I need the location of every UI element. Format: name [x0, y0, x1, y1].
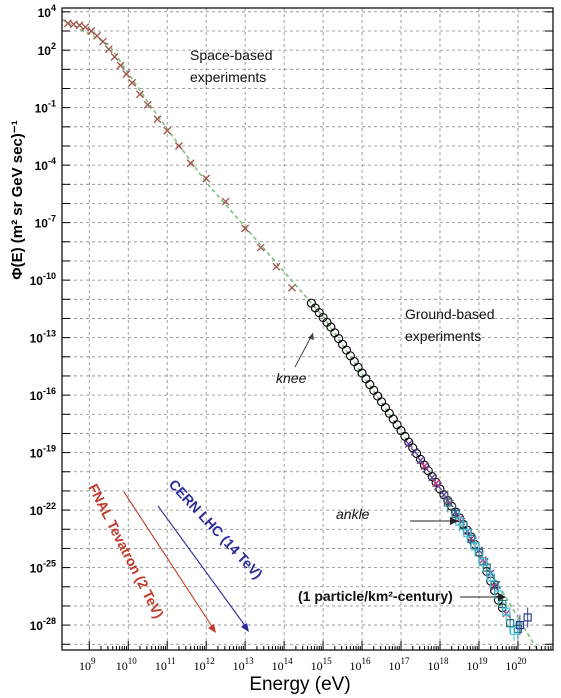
- data-point-cross: [272, 262, 281, 271]
- data-point-cross: [143, 100, 152, 109]
- data-point-circle: [376, 397, 387, 407]
- fnal-arrow-head: [208, 624, 216, 633]
- x-tick-label: 1014: [272, 656, 294, 673]
- data-point-circle: [353, 362, 363, 372]
- data-point-circle: [369, 385, 379, 395]
- y-tick-label: 10-1: [35, 99, 56, 116]
- data-point-cross: [428, 473, 437, 482]
- particle-rate-arrow-head: [498, 593, 506, 601]
- data-point-circle: [330, 328, 340, 338]
- x-tick-label: 1018: [427, 656, 449, 673]
- data-point-circle: [345, 351, 355, 361]
- data-point-cross: [163, 126, 172, 135]
- data-point-cross: [439, 490, 448, 499]
- data-point-cross: [432, 479, 441, 488]
- data-point-circle: [349, 357, 359, 367]
- data-point-cross: [420, 462, 429, 470]
- x-tick-label: 1016: [350, 656, 372, 673]
- fnal-label: FNAL Tevatron (2 TeV): [85, 481, 167, 621]
- data-point-circle: [338, 339, 348, 349]
- data-point-cross: [87, 27, 96, 35]
- y-tick-label: 10-19: [30, 444, 56, 461]
- y-tick-label: 10-10: [30, 271, 56, 288]
- lhc-arrow-head: [241, 623, 249, 632]
- data-point-circle: [361, 374, 371, 384]
- data-point-cross: [98, 37, 107, 46]
- axis-ticks: [62, 11, 553, 650]
- data-point-circle: [341, 345, 352, 355]
- data-point-circle: [380, 403, 390, 413]
- data-point-circle: [392, 420, 402, 430]
- data-point-cross: [256, 243, 265, 252]
- grid-lines: [62, 8, 553, 650]
- y-tick-label: 10-28: [30, 616, 56, 633]
- y-tick-label: 10-4: [35, 156, 56, 173]
- data-point-cross: [287, 283, 296, 292]
- space-based-label: Space-based: [190, 47, 273, 63]
- data-point-circle: [431, 477, 441, 487]
- x-tick-label: 1017: [389, 656, 411, 673]
- x-tick-label: 1019: [466, 656, 488, 673]
- x-tick-label: 1020: [505, 656, 527, 673]
- y-axis-label: Φ(E) (m² sr GeV sec)⁻¹: [9, 120, 26, 279]
- data-point-cross: [202, 174, 211, 183]
- annotations: Space-based experiments Ground-based experi…: [85, 47, 506, 633]
- data-point-circle: [384, 408, 394, 418]
- data-point-cross: [75, 21, 84, 30]
- data-point-cross: [416, 456, 425, 465]
- data-point-cross: [104, 45, 113, 54]
- data-point-cross: [404, 440, 413, 448]
- x-tick-label: 1015: [311, 656, 333, 673]
- data-point-circle: [365, 380, 375, 390]
- data-point-cross: [116, 61, 125, 70]
- y-tick-label: 10-16: [30, 386, 56, 403]
- knee-arrow-head: [308, 333, 314, 340]
- data-point-cross: [174, 142, 183, 150]
- data-point-cross: [186, 159, 195, 168]
- y-tick-label: 10-7: [35, 214, 56, 231]
- data-point-cross: [241, 224, 250, 233]
- y-tick-label: 104: [38, 3, 56, 20]
- ground-based-label-line2: experiments: [405, 328, 481, 344]
- data-point-cross: [128, 78, 137, 87]
- x-tick-label: 1012: [194, 656, 215, 673]
- y-tick-label: 10-25: [30, 559, 56, 576]
- particle-rate-label: (1 particle/km²-century): [298, 588, 453, 604]
- y-tick-label: 10-13: [30, 329, 56, 346]
- space-based-label-line2: experiments: [190, 69, 266, 85]
- knee-label: knee: [276, 370, 307, 386]
- lhc-arrow: [157, 505, 247, 628]
- data-point-cross: [122, 70, 131, 79]
- data-point-cross: [221, 197, 230, 206]
- data-point-cross: [135, 90, 144, 99]
- x-tick-label: 1010: [116, 656, 138, 673]
- fnal-arrow: [123, 491, 214, 629]
- y-tick-label: 102: [38, 41, 56, 58]
- data-points: [63, 19, 532, 641]
- x-tick-label: 1011: [155, 656, 176, 673]
- x-axis-label: Energy (eV): [249, 674, 350, 695]
- ground-based-label: Ground-based: [405, 306, 495, 322]
- x-tick-label: 1013: [233, 656, 255, 673]
- ankle-arrow-head: [450, 517, 458, 525]
- data-point-circle: [373, 391, 383, 401]
- data-point-circle: [334, 334, 344, 344]
- data-point-cross: [81, 23, 90, 32]
- x-tick-label: 109: [79, 656, 96, 673]
- data-point-cross: [410, 447, 419, 456]
- data-point-cross: [110, 52, 119, 61]
- data-point-circle: [388, 414, 398, 424]
- y-tick-label: 10-22: [30, 501, 56, 518]
- data-point-cross: [153, 115, 162, 124]
- ankle-label: ankle: [336, 506, 370, 522]
